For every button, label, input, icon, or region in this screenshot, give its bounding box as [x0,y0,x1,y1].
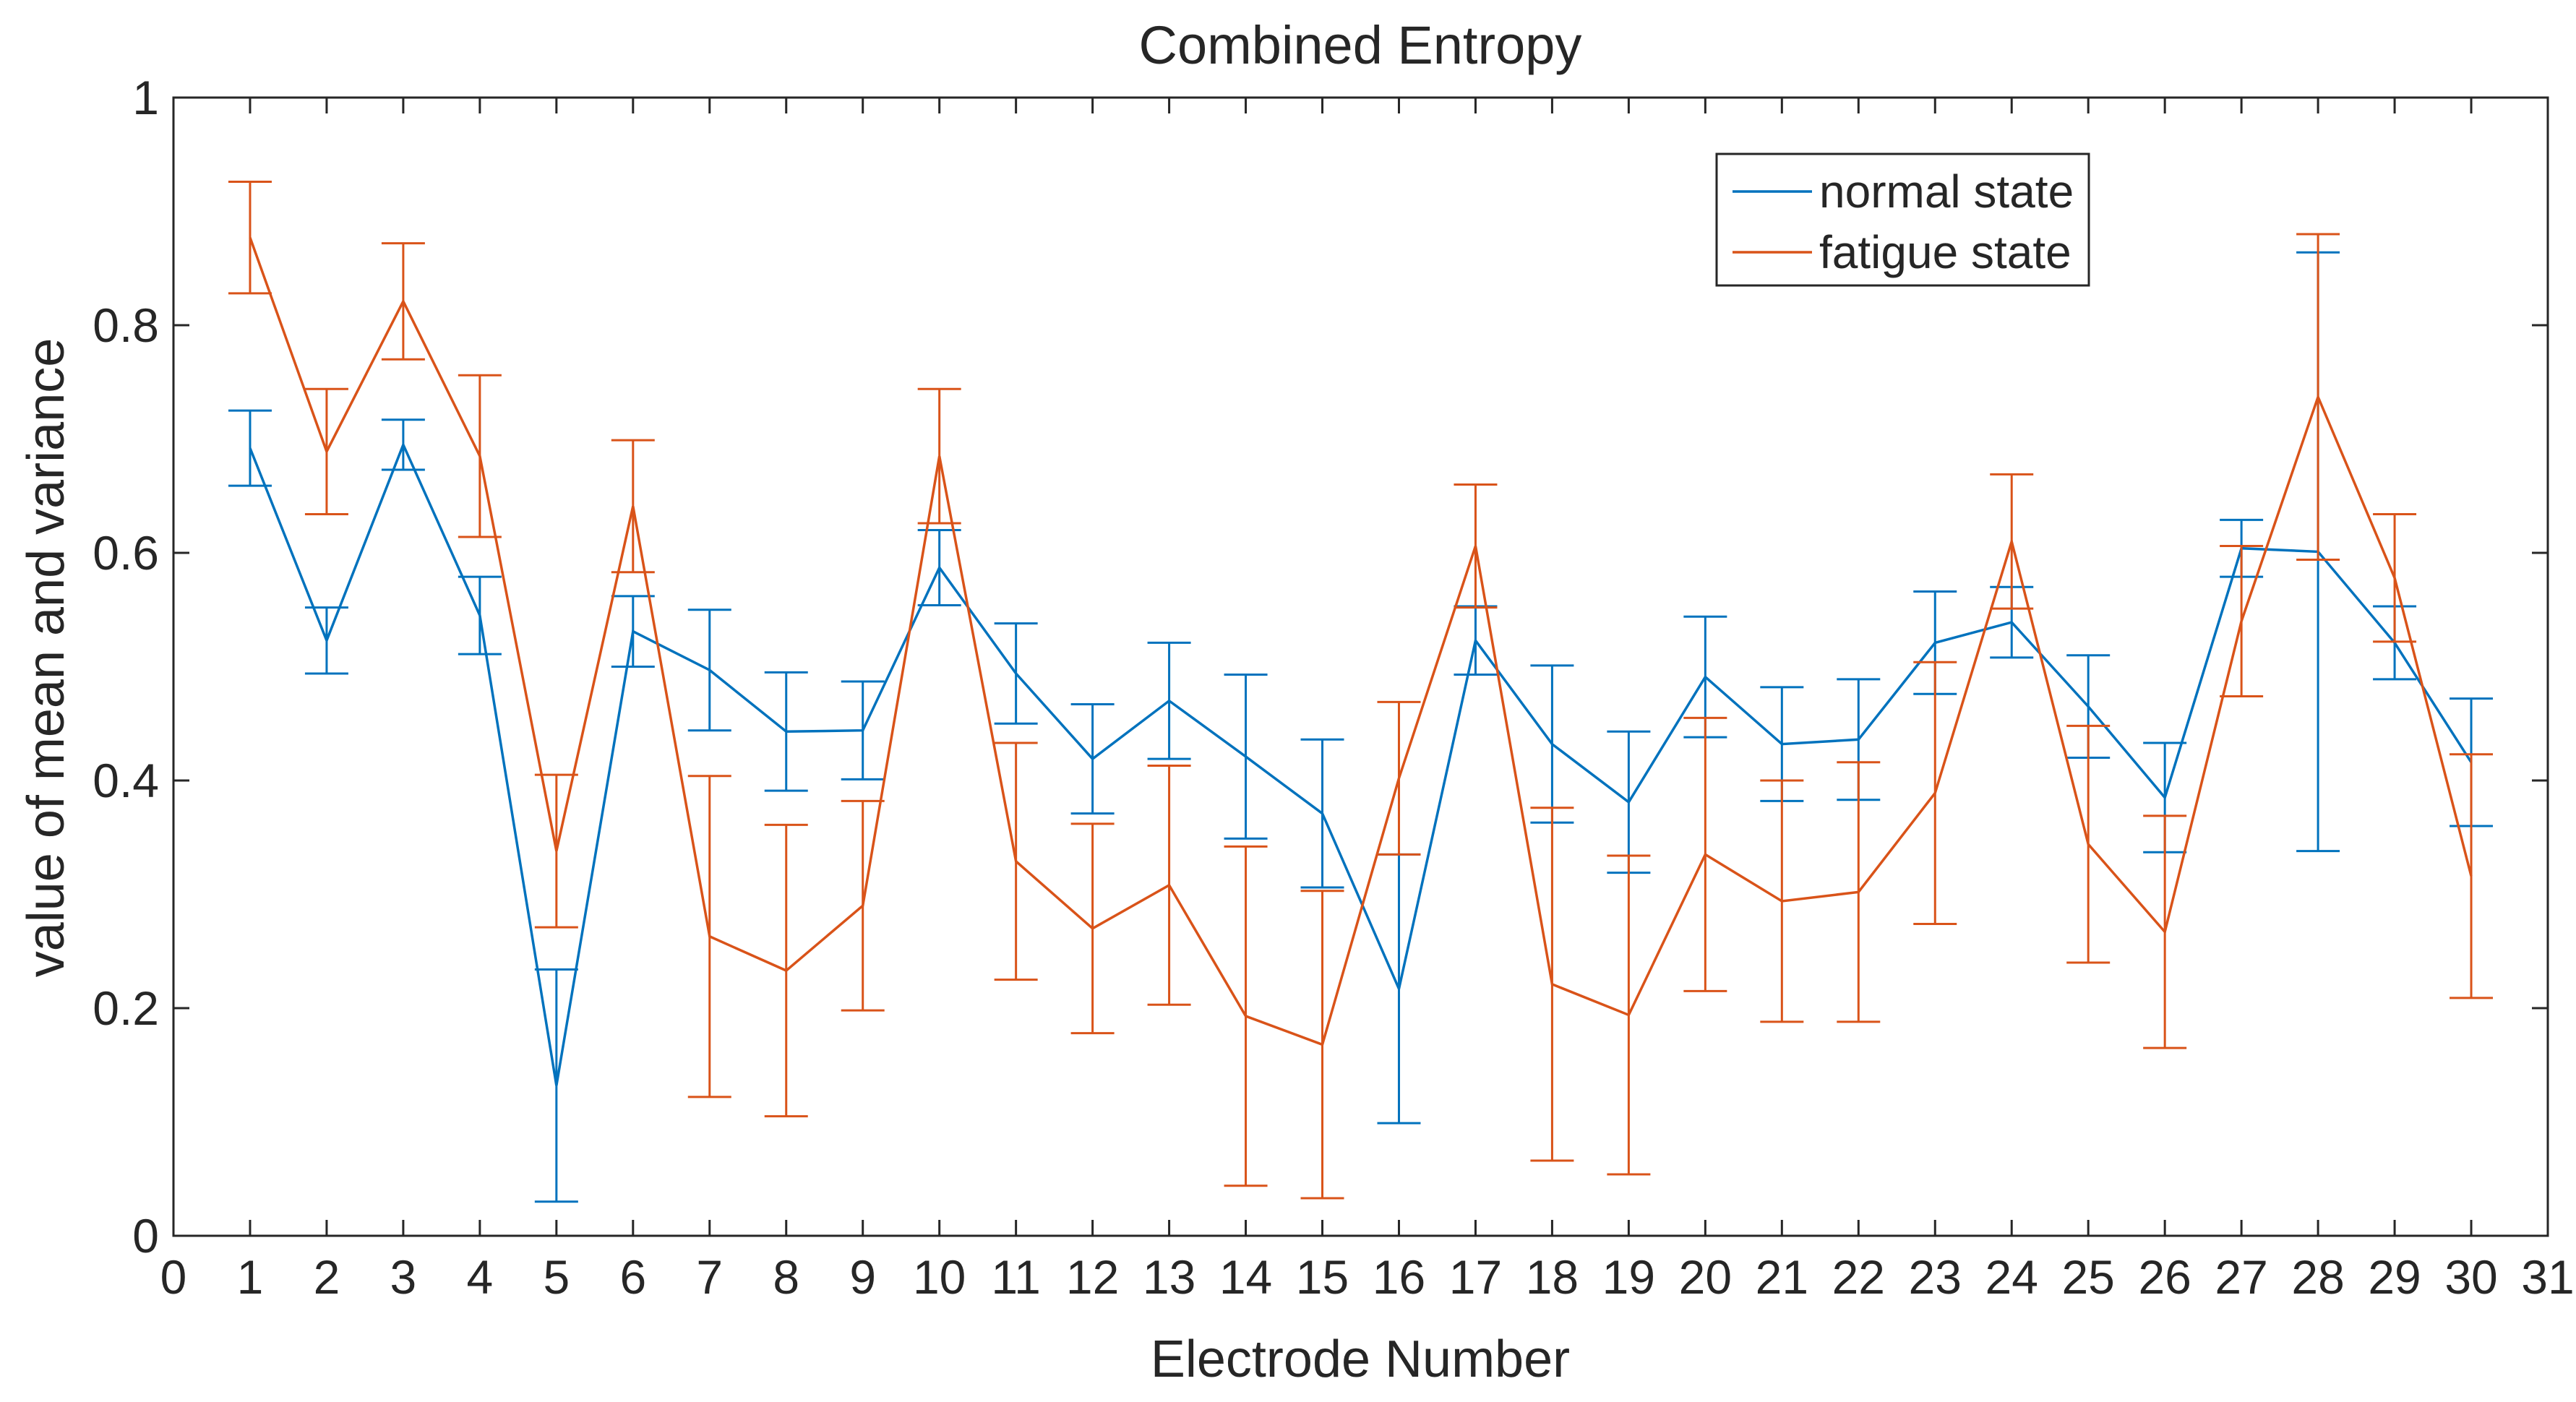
x-tick-label: 10 [913,1250,966,1304]
x-tick-label: 2 [314,1250,340,1304]
x-tick-label: 26 [2138,1250,2191,1304]
y-tick-label: 0.4 [93,754,159,807]
x-tick-label: 24 [1985,1250,2038,1304]
x-tick-label: 27 [2215,1250,2267,1304]
x-tick-label: 30 [2444,1250,2497,1304]
x-tick-label: 14 [1219,1250,1272,1304]
plot-area: 0 1 2 3 4 5 6 7 8 9 10 11 12 13 14 15 16 17 18 19 20 21 22 23 24… [93,71,2574,1304]
x-tick-label: 25 [2061,1250,2114,1304]
x-tick-label: 5 [543,1250,570,1304]
y-tick-label: 0 [132,1209,159,1263]
x-tick-label: 12 [1066,1250,1119,1304]
x-tick-label: 23 [1909,1250,1962,1304]
x-tick-label: 31 [2521,1250,2574,1304]
y-tick-label: 0.8 [93,298,159,352]
x-tick-label: 9 [849,1250,876,1304]
x-tick-label: 0 [160,1250,187,1304]
x-tick-label: 3 [390,1250,417,1304]
x-tick-label: 22 [1832,1250,1885,1304]
x-tick-label: 4 [467,1250,494,1304]
x-tick-label: 6 [619,1250,646,1304]
x-tick-label: 20 [1679,1250,1732,1304]
x-tick-label: 1 [237,1250,264,1304]
x-axis-label: Electrode Number [1151,1330,1570,1388]
x-tick-label: 21 [1756,1250,1808,1304]
x-tick-label: 29 [2368,1250,2421,1304]
series-line [249,441,2473,1086]
y-tick-label: 0.2 [93,981,159,1035]
x-tick-label: 13 [1143,1250,1195,1304]
legend-label: fatigue state [1819,226,2071,278]
series-line [249,237,2473,1046]
x-tick-label: 19 [1602,1250,1655,1304]
series-fatigue-state [228,181,2494,1200]
x-tick-label: 28 [2291,1250,2344,1304]
x-tick-label: 8 [773,1250,799,1304]
legend-label: normal state [1819,165,2074,218]
x-tick-label: 17 [1449,1250,1502,1304]
x-tick-label: 11 [991,1250,1041,1304]
y-axis-label: value of mean and variance [17,338,75,978]
y-tick-label: 1 [132,71,159,124]
axes-box [172,96,2549,1237]
x-tick-label: 15 [1296,1250,1349,1304]
legend: normal state fatigue state [1715,152,2090,287]
x-tick-label: 7 [696,1250,723,1304]
y-tick-label: 0.6 [93,526,159,580]
legend-box [1715,152,2090,287]
x-tick-label: 18 [1526,1250,1579,1304]
x-tick-label: 16 [1373,1250,1425,1304]
chart-title: Combined Entropy [1139,15,1582,75]
